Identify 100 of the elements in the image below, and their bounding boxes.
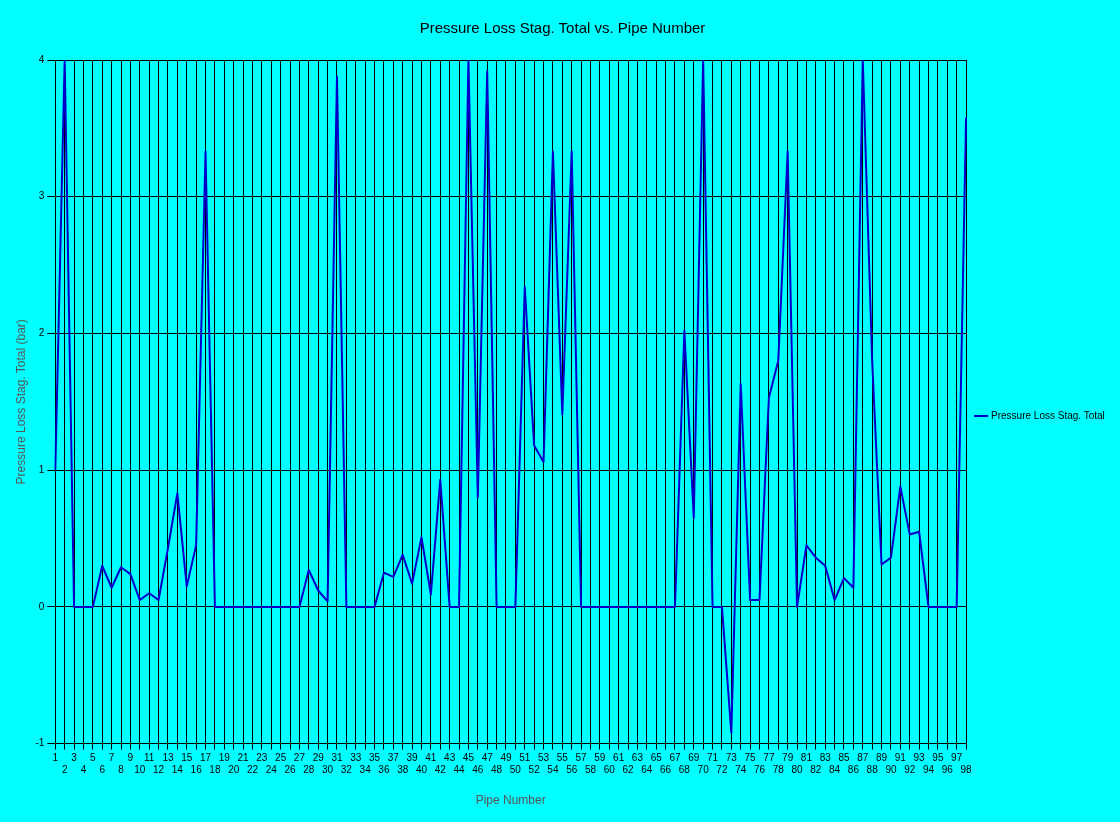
x-tick-label: 91: [894, 752, 907, 764]
x-tick-label: 77: [763, 752, 775, 764]
x-tick-label: 93: [913, 752, 926, 764]
x-tick-label: 76: [753, 764, 766, 776]
x-tick-label: 20: [228, 764, 240, 776]
x-tick-label: 89: [875, 752, 888, 764]
x-tick-label: 24: [265, 764, 278, 776]
x-tick-label: 45: [462, 752, 475, 764]
x-tick-label: 9: [127, 752, 134, 764]
x-tick-label: 6: [99, 764, 106, 776]
x-tick-label: 15: [181, 752, 193, 764]
x-tick-label: 39: [406, 752, 419, 764]
x-tick-label: 13: [162, 752, 174, 764]
x-tick-label: 16: [190, 764, 203, 776]
x-tick-label: 22: [246, 764, 259, 776]
x-tick-label: 67: [669, 752, 681, 764]
x-tick-label: 33: [350, 752, 362, 764]
x-tick-label: 63: [631, 752, 644, 764]
x-tick-label: 98: [960, 764, 973, 776]
x-tick-label: 78: [772, 764, 785, 776]
x-tick-label: 79: [782, 752, 794, 764]
x-tick-label: 19: [218, 752, 231, 764]
legend-label: Pressure Loss Stag. Total: [991, 409, 1105, 421]
x-tick-label: 50: [509, 764, 522, 776]
x-tick-label: 4: [80, 764, 87, 776]
x-tick-label: 81: [800, 752, 813, 764]
x-tick-label: 70: [697, 764, 710, 776]
x-tick-label: 75: [744, 752, 757, 764]
x-tick-label: 94: [922, 764, 935, 776]
x-tick-label: 53: [537, 752, 550, 764]
x-tick-label: 56: [566, 764, 578, 776]
x-tick-label: 36: [378, 764, 390, 776]
x-tick-label: 1: [52, 752, 59, 764]
y-tick-label: -1: [35, 737, 45, 749]
x-tick-label: 7: [108, 752, 115, 764]
y-tick-label: 1: [38, 463, 45, 475]
x-tick-label: 25: [275, 752, 287, 764]
x-tick-label: 41: [425, 752, 437, 764]
x-tick-label: 59: [594, 752, 606, 764]
y-tick-label: 3: [38, 190, 45, 202]
x-tick-label: 97: [951, 752, 963, 764]
x-tick-label: 80: [791, 764, 804, 776]
x-tick-label: 64: [641, 764, 653, 776]
x-tick-label: 46: [472, 764, 484, 776]
x-tick-label: 49: [500, 752, 512, 764]
x-tick-label: 5: [90, 752, 97, 764]
x-tick-label: 31: [331, 752, 343, 764]
x-tick-label: 73: [725, 752, 738, 764]
x-tick-label: 17: [199, 752, 212, 764]
x-tick-label: 66: [660, 764, 672, 776]
x-tick-label: 62: [622, 764, 635, 776]
x-tick-label: 14: [171, 764, 184, 776]
x-tick-label: 83: [819, 752, 832, 764]
x-tick-label: 51: [519, 752, 531, 764]
x-tick-label: 10: [134, 764, 146, 776]
x-tick-label: 72: [716, 764, 728, 776]
x-tick-label: 43: [444, 752, 456, 764]
y-tick-label: 2: [38, 327, 45, 339]
x-tick-label: 69: [688, 752, 700, 764]
x-tick-label: 35: [368, 752, 381, 764]
x-tick-label: 96: [941, 764, 954, 776]
x-tick-label: 60: [603, 764, 616, 776]
x-tick-label: 65: [650, 752, 663, 764]
x-tick-label: 61: [613, 752, 625, 764]
x-tick-label: 54: [547, 764, 559, 776]
x-tick-label: 26: [284, 764, 297, 776]
x-tick-label: 11: [143, 752, 155, 764]
chart-title: Pressure Loss Stag. Total vs. Pipe Number: [419, 19, 706, 37]
x-tick-label: 32: [340, 764, 353, 776]
x-tick-label: 23: [256, 752, 268, 764]
x-tick-label: 30: [322, 764, 334, 776]
y-axis-title: Pressure Loss Stag. Total (bar): [13, 319, 28, 485]
x-tick-label: 12: [153, 764, 165, 776]
x-tick-label: 48: [491, 764, 503, 776]
x-tick-label: 42: [434, 764, 447, 776]
x-tick-label: 86: [847, 764, 860, 776]
x-tick-label: 3: [71, 752, 78, 764]
x-tick-label: 29: [312, 752, 325, 764]
y-tick-label: 4: [38, 53, 45, 65]
x-tick-label: 40: [415, 764, 428, 776]
x-tick-label: 84: [829, 764, 841, 776]
x-tick-label: 74: [735, 764, 747, 776]
x-tick-label: 38: [397, 764, 409, 776]
x-tick-label: 44: [453, 764, 466, 776]
x-tick-label: 28: [303, 764, 315, 776]
x-tick-label: 34: [359, 764, 372, 776]
x-tick-label: 55: [556, 752, 569, 764]
x-tick-label: 2: [61, 764, 68, 776]
x-tick-label: 95: [932, 752, 944, 764]
x-tick-label: 87: [857, 752, 869, 764]
x-tick-label: 47: [481, 752, 494, 764]
x-tick-label: 37: [387, 752, 400, 764]
x-tick-label: 92: [904, 764, 916, 776]
x-tick-label: 88: [866, 764, 879, 776]
x-tick-label: 71: [706, 752, 719, 764]
x-axis-title: Pipe Number: [475, 793, 546, 808]
x-tick-label: 68: [678, 764, 691, 776]
x-tick-label: 21: [237, 752, 250, 764]
x-tick-label: 85: [838, 752, 850, 764]
x-tick-label: 82: [810, 764, 822, 776]
